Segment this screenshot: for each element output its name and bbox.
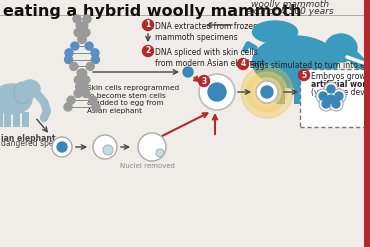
Circle shape [324, 82, 338, 96]
Bar [314, 101, 320, 110]
Circle shape [80, 83, 88, 91]
Circle shape [82, 29, 90, 37]
Bar [262, 82, 271, 104]
Circle shape [247, 72, 287, 112]
Circle shape [142, 20, 154, 30]
FancyBboxPatch shape [300, 69, 366, 127]
Ellipse shape [252, 36, 337, 88]
Circle shape [156, 149, 164, 157]
Ellipse shape [323, 80, 337, 92]
Circle shape [324, 92, 338, 106]
Circle shape [332, 89, 346, 103]
Circle shape [256, 81, 278, 103]
Circle shape [335, 92, 343, 100]
Circle shape [57, 142, 67, 152]
Circle shape [74, 89, 82, 98]
Circle shape [70, 62, 78, 70]
Circle shape [78, 35, 86, 43]
Text: extinct 4,500 years: extinct 4,500 years [246, 7, 334, 16]
Circle shape [327, 95, 335, 103]
Circle shape [199, 74, 235, 110]
Text: artificial womb: artificial womb [311, 80, 370, 89]
Circle shape [93, 135, 117, 159]
Bar [276, 82, 285, 104]
Circle shape [261, 86, 273, 98]
Circle shape [71, 42, 79, 50]
Bar [322, 101, 328, 110]
Circle shape [316, 89, 330, 103]
Circle shape [241, 66, 293, 118]
Bar [13, 112, 20, 127]
Bar [0, 112, 3, 127]
Text: eating a hybrid woolly mammoth: eating a hybrid woolly mammoth [3, 4, 302, 19]
Circle shape [75, 83, 84, 91]
Ellipse shape [303, 83, 331, 101]
Ellipse shape [14, 82, 30, 104]
Circle shape [83, 15, 91, 23]
Bar [294, 82, 303, 104]
Text: Embryos grown in: Embryos grown in [311, 72, 370, 81]
Ellipse shape [252, 21, 297, 43]
Text: 1: 1 [145, 21, 151, 29]
Circle shape [85, 42, 93, 50]
Text: Nuclei removed: Nuclei removed [120, 163, 174, 169]
Circle shape [198, 76, 209, 86]
Text: dangered species: dangered species [1, 139, 68, 148]
Text: 5: 5 [302, 70, 307, 80]
Circle shape [65, 56, 73, 64]
Circle shape [64, 103, 72, 111]
Circle shape [299, 69, 309, 81]
Bar [306, 101, 312, 110]
Circle shape [73, 15, 81, 23]
Circle shape [319, 97, 333, 111]
Circle shape [78, 35, 86, 43]
Circle shape [329, 97, 343, 111]
Text: 3: 3 [201, 77, 206, 85]
Circle shape [89, 96, 97, 104]
Circle shape [86, 62, 94, 70]
Bar [308, 82, 317, 104]
Circle shape [79, 69, 87, 77]
Circle shape [103, 145, 113, 155]
Circle shape [52, 137, 72, 157]
Circle shape [76, 22, 84, 30]
Text: 4: 4 [240, 60, 246, 68]
Text: 2: 2 [145, 46, 151, 56]
Text: (yet to be developed): (yet to be developed) [311, 88, 370, 97]
Text: ian elephant: ian elephant [1, 134, 55, 143]
Circle shape [80, 22, 88, 30]
Text: Eggs stimulated to turn into embryo: Eggs stimulated to turn into embryo [250, 61, 370, 70]
Circle shape [91, 56, 100, 64]
Circle shape [332, 100, 340, 108]
Bar [364, 0, 370, 247]
Circle shape [74, 76, 82, 84]
Circle shape [322, 100, 330, 108]
Circle shape [142, 45, 154, 57]
Circle shape [74, 29, 82, 37]
Circle shape [65, 49, 73, 57]
Circle shape [138, 133, 166, 161]
Ellipse shape [0, 84, 32, 114]
Ellipse shape [20, 80, 40, 98]
Text: Skin cells reprogrammed
to become stem cells
& added to egg from
Asian elephant: Skin cells reprogrammed to become stem c… [87, 85, 179, 114]
Circle shape [319, 92, 327, 100]
Circle shape [253, 78, 281, 106]
Circle shape [327, 85, 335, 93]
Circle shape [82, 76, 90, 84]
Text: DNA extracted from frozen
mammoth specimens: DNA extracted from frozen mammoth specim… [155, 22, 258, 42]
Bar [22, 112, 29, 127]
Text: woolly mammoth: woolly mammoth [251, 0, 329, 9]
Ellipse shape [325, 34, 357, 62]
Circle shape [238, 59, 249, 69]
Circle shape [91, 49, 99, 57]
Circle shape [67, 96, 75, 104]
Circle shape [208, 83, 226, 101]
Text: DNA spliced with skin cells
from modern Asian elephant: DNA spliced with skin cells from modern … [155, 48, 265, 68]
Circle shape [92, 103, 100, 111]
Circle shape [77, 69, 85, 77]
Circle shape [183, 67, 193, 77]
Bar [4, 112, 11, 127]
Circle shape [82, 89, 90, 98]
